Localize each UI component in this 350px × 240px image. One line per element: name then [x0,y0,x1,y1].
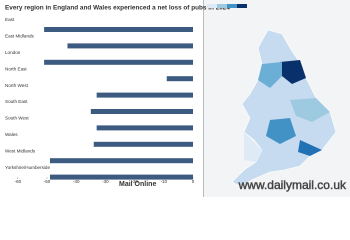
legend-swatch [237,4,247,8]
bar [49,174,193,180]
x-tick-label: -60 [15,179,22,184]
x-tick-label: -10 [161,179,168,184]
category-label: North East [5,66,27,71]
map-region [258,62,282,88]
logo: Mail Online [119,181,156,188]
x-tick-label: -30 [102,179,109,184]
x-tick-label: -40 [73,179,80,184]
bar [67,43,193,49]
x-tick-label: -50 [44,179,51,184]
map-legend [207,4,247,8]
bar [49,158,193,164]
x-tick-label: -20 [131,179,138,184]
bar [166,76,193,82]
category-label: East [5,17,15,22]
category-label: London [5,50,21,55]
bar [93,141,193,147]
map-region [266,118,296,144]
map-region [290,98,330,122]
map-region [280,60,306,84]
bar [96,125,193,131]
category-label: Wales [5,132,18,137]
category-label: Yorkshire/Humberside [5,165,50,170]
bar [44,59,194,65]
category-label: East Midlands [5,34,35,39]
chart-title: Every region in England and Wales experi… [5,5,230,12]
map-region [298,140,322,156]
map-region [244,132,262,162]
category-label: North West [5,83,29,88]
category-label: South West [5,116,29,121]
bar [90,109,193,114]
category-label: South East [5,99,28,104]
legend-swatch [207,4,217,8]
map [231,29,337,187]
bar [44,27,194,32]
x-tick-label: 0 [192,179,195,184]
watermark: www.dailymail.co.uk [238,178,347,192]
chart-panel [0,0,203,197]
bar [96,92,193,98]
legend-swatch [227,4,237,8]
legend-swatch [217,4,227,8]
screenshot: Every region in England and Wales experi… [0,0,350,197]
category-label: West Midlands [5,148,36,153]
